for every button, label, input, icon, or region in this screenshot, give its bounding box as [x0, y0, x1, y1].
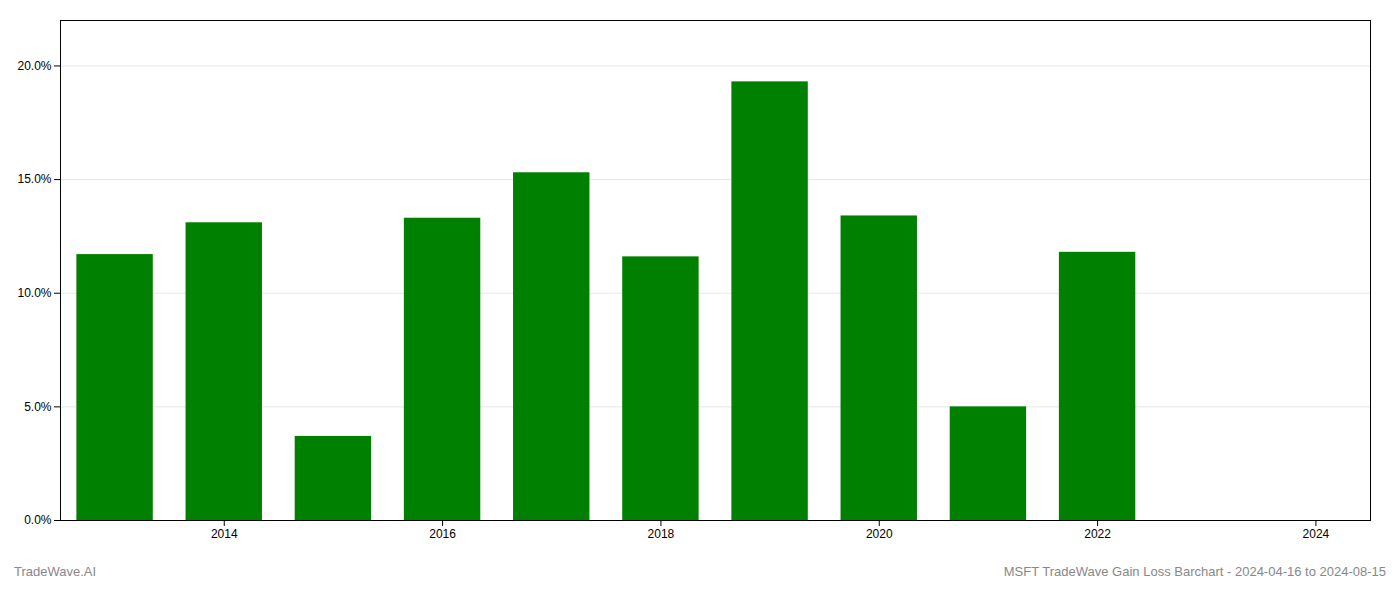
svg-text:2022: 2022 [1084, 527, 1111, 541]
svg-text:2016: 2016 [429, 527, 456, 541]
html-text:TradeWave.AI: TradeWave.AI [14, 564, 97, 579]
svg-text:2020: 2020 [866, 527, 893, 541]
svg-text:20.0%: 20.0% [17, 59, 51, 73]
html-text:MSFT TradeWave Gain Loss Barch: MSFT TradeWave Gain Loss Barchart - 2024… [1003, 564, 1386, 579]
svg-text:0.0%: 0.0% [24, 513, 52, 527]
svg-text:2018: 2018 [648, 527, 675, 541]
svg-text:2024: 2024 [1303, 527, 1330, 541]
svg-text:5.0%: 5.0% [24, 400, 52, 414]
svg-text:10.0%: 10.0% [17, 286, 51, 300]
svg-text:15.0%: 15.0% [17, 172, 51, 186]
svg-text:2014: 2014 [211, 527, 238, 541]
